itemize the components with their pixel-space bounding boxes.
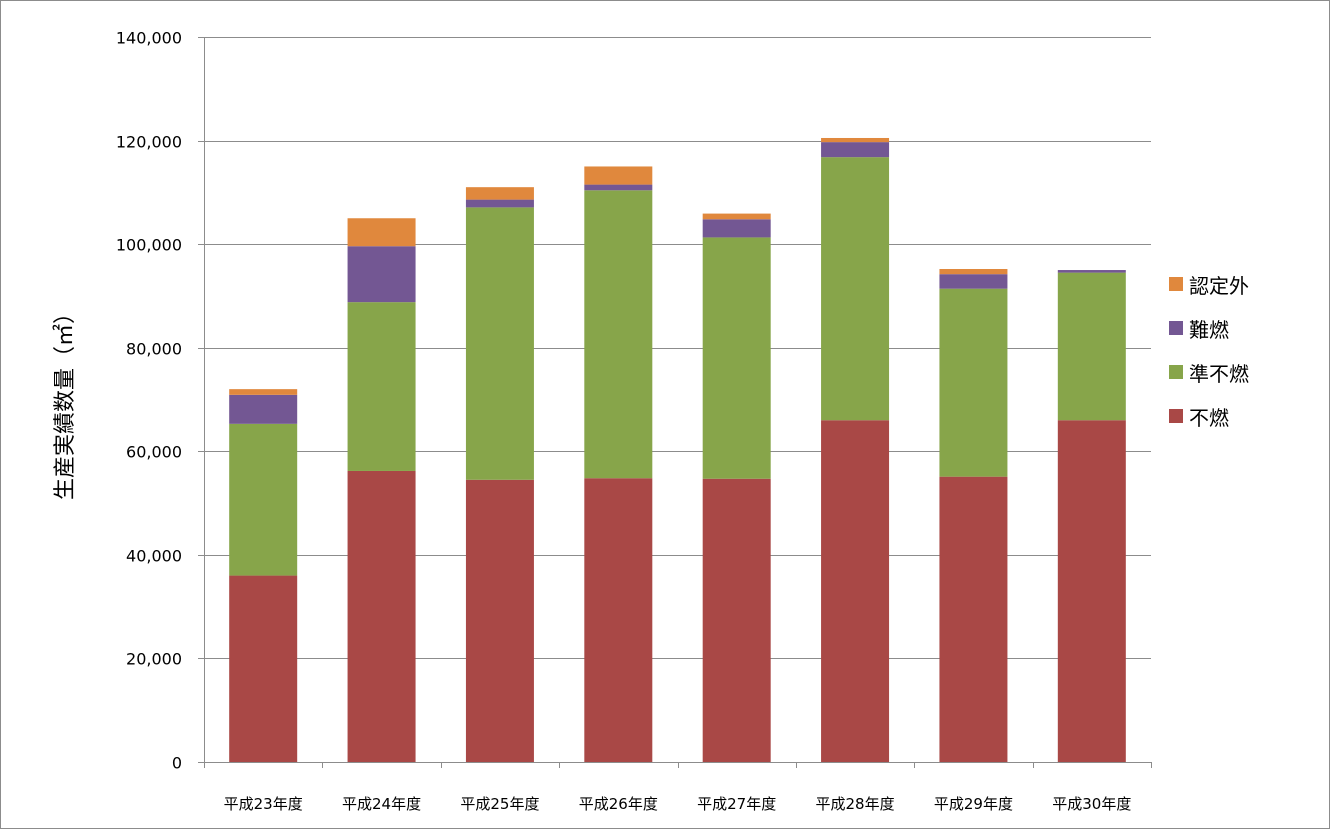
x-tick-labels: 平成23年度 平成24年度 平成25年度 平成26年度 平成27年度 平成28年度 平成29…: [224, 795, 1132, 813]
legend-item: 認定外: [1169, 274, 1249, 298]
y-tick-label: 40,000: [126, 547, 182, 566]
bar-segment: [702, 237, 771, 479]
x-tick-label: 平成24年度: [342, 795, 421, 813]
bar-segment: [702, 219, 771, 238]
bar-segment: [229, 423, 298, 576]
legend-swatch: [1169, 409, 1183, 423]
bar-segment: [465, 207, 534, 480]
bar-segment: [1057, 270, 1126, 273]
bar-segment: [702, 478, 771, 762]
bar-segment: [1057, 272, 1126, 421]
bar-segment: [347, 470, 416, 762]
grid-lines: [198, 37, 1151, 763]
legend-label: 難燃: [1189, 318, 1229, 342]
x-tick-label: 平成23年度: [224, 795, 303, 813]
legend-label: 準不燃: [1189, 362, 1249, 386]
bar-segment: [821, 420, 890, 762]
bar-segment: [347, 218, 416, 247]
y-tick-label: 120,000: [116, 133, 182, 152]
legend-item: 準不燃: [1169, 362, 1249, 386]
y-tick-label: 100,000: [116, 236, 182, 255]
y-tick-label: 80,000: [126, 340, 182, 359]
bar-segment: [821, 157, 890, 421]
bar-segment: [465, 187, 534, 200]
y-tick-label: 140,000: [116, 29, 182, 48]
axes: [204, 37, 1152, 768]
legend-swatch: [1169, 365, 1183, 379]
x-tick-label: 平成26年度: [579, 795, 658, 813]
bar-segment: [229, 389, 298, 395]
x-tick-label: 平成30年度: [1052, 795, 1131, 813]
y-axis-label: 生産実績数量（㎡）: [52, 302, 78, 500]
bar-segment: [1057, 420, 1126, 762]
y-tick-label: 20,000: [126, 650, 182, 669]
y-tick-label: 0: [172, 754, 182, 773]
bar-segment: [229, 394, 298, 424]
legend-label: 不燃: [1189, 406, 1229, 430]
legend-item: 不燃: [1169, 406, 1229, 430]
bar-segment: [821, 142, 890, 158]
y-tick-labels: 0 20,000 40,000 60,000 80,000 100,000 120,000 1…: [116, 29, 182, 773]
bar-segment: [584, 190, 653, 479]
bar-segment: [939, 274, 1008, 289]
bar-segment: [465, 199, 534, 208]
bar-segment: [347, 302, 416, 471]
legend-label: 認定外: [1189, 274, 1249, 298]
bar-segment: [584, 166, 653, 185]
legend-item: 難燃: [1169, 318, 1229, 342]
bar-segment: [821, 137, 890, 143]
bar-segment: [584, 184, 653, 191]
x-tick-label: 平成25年度: [460, 795, 539, 813]
x-tick-label: 平成28年度: [816, 795, 895, 813]
bar-segment: [702, 213, 771, 220]
legend-swatch: [1169, 277, 1183, 291]
bar-segment: [347, 246, 416, 303]
bar-segment: [584, 478, 653, 762]
legend-swatch: [1169, 321, 1183, 335]
bar-segment: [939, 288, 1008, 477]
bar-segment: [939, 269, 1008, 275]
bar-segment: [229, 575, 298, 762]
bars: [229, 137, 1126, 762]
y-tick-label: 60,000: [126, 443, 182, 462]
x-tick-label: 平成29年度: [934, 795, 1013, 813]
x-tick-label: 平成27年度: [697, 795, 776, 813]
bar-segment: [939, 476, 1008, 762]
bar-segment: [465, 479, 534, 762]
